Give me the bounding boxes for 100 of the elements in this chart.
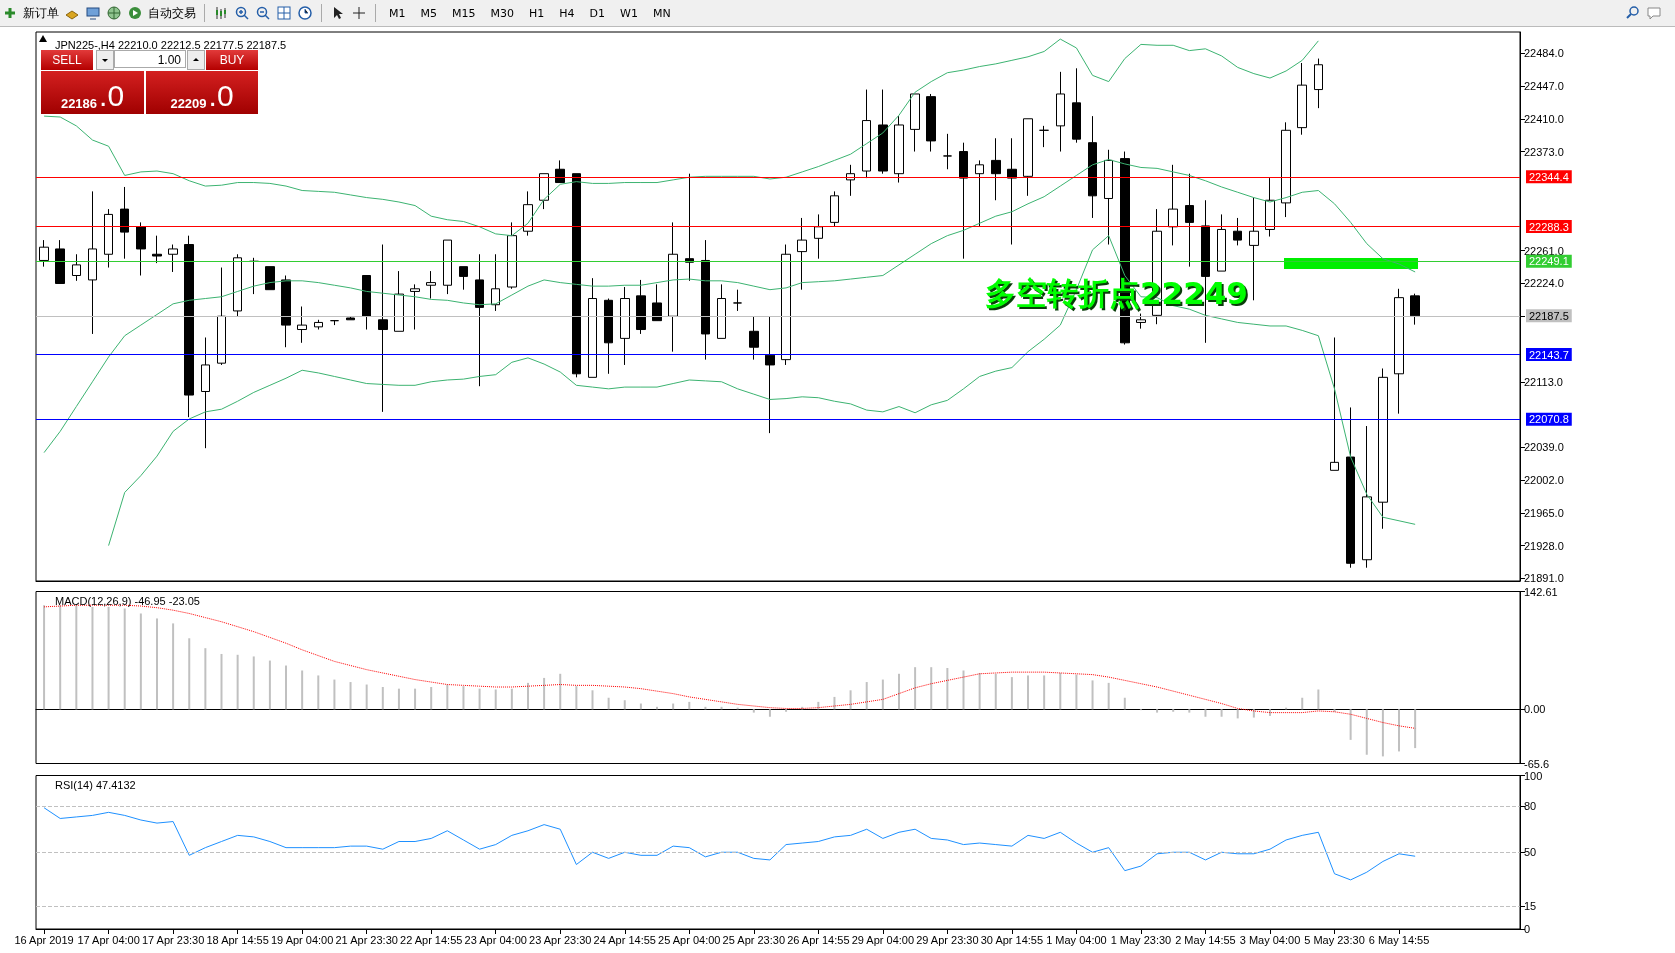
candlestick (555, 159, 565, 184)
y-tick-label: 22373.0 (1524, 145, 1564, 158)
candlestick (733, 289, 742, 312)
bar (462, 686, 465, 710)
y-tick-label: 50 (1524, 846, 1537, 859)
bar (333, 679, 336, 710)
bar (317, 675, 320, 710)
candlestick (685, 173, 694, 282)
bar (559, 673, 562, 710)
candlestick (1281, 121, 1291, 218)
x-tick-label: 29 Apr 23:30 (916, 933, 979, 946)
y-tick-label: 22261.0 (1524, 244, 1564, 257)
candlestick (1330, 336, 1339, 471)
candlestick (394, 270, 404, 332)
candlestick (765, 315, 775, 434)
y-tick-label: 142.61 (1524, 585, 1558, 598)
candlestick (507, 221, 517, 290)
text: M1 (388, 5, 407, 21)
candlestick (281, 275, 291, 348)
x-tick-label: 3 May 04:00 (1239, 933, 1301, 946)
bar (430, 687, 433, 710)
y-tick-label: 21891.0 (1524, 572, 1564, 585)
candlestick (652, 283, 662, 322)
bar (188, 638, 191, 710)
candlestick (72, 253, 81, 282)
candlestick (620, 286, 630, 366)
bar (43, 605, 46, 710)
bar (543, 677, 546, 710)
candlestick (410, 283, 420, 331)
ref-line-label: 22249.1 (1529, 255, 1569, 268)
bar (1027, 675, 1030, 710)
candlestick (749, 315, 759, 361)
x-tick-label: 2 May 14:55 (1175, 933, 1236, 946)
candlestick (1217, 213, 1226, 272)
bar (1059, 672, 1062, 710)
bar (446, 684, 449, 710)
bar (494, 689, 497, 710)
candlestick (1410, 293, 1420, 326)
candlestick (88, 190, 97, 335)
candlestick (668, 221, 678, 353)
candlestick (926, 93, 936, 153)
bar (526, 682, 529, 710)
y-tick-label: -65.6 (1524, 757, 1550, 770)
text: M15 (451, 5, 477, 21)
candlestick (959, 142, 968, 260)
bar (785, 709, 788, 712)
candlestick (1007, 137, 1017, 246)
candlestick (1039, 125, 1049, 148)
candlestick (636, 279, 646, 335)
text: D1 (588, 5, 607, 21)
bar (1236, 709, 1239, 719)
bar (1381, 709, 1384, 757)
x-tick-label: 1 May 04:00 (1046, 933, 1107, 946)
y-tick-label: 0.00 (1524, 703, 1546, 716)
candlestick (426, 270, 436, 300)
candlestick (1394, 288, 1404, 415)
bar (123, 608, 126, 710)
candlestick (1362, 425, 1372, 569)
x-tick-label: 18 Apr 14:55 (206, 933, 269, 946)
candlestick (475, 253, 484, 387)
bar (220, 653, 223, 710)
bar (768, 709, 771, 717)
bar (1398, 709, 1401, 752)
ref-line-label: 22070.8 (1529, 413, 1569, 426)
text: H4 (558, 5, 576, 21)
candlestick (1233, 217, 1242, 246)
bar (381, 687, 384, 710)
price-button: 22186.0 (41, 71, 144, 114)
x-tick-label: 21 Apr 23:30 (335, 933, 398, 946)
candlestick (152, 235, 162, 264)
candlestick (1088, 115, 1097, 219)
x-tick-label: 24 Apr 14:55 (593, 933, 656, 946)
bar (268, 660, 271, 710)
candlestick (1104, 149, 1113, 246)
x-tick-label: 19 Apr 04:00 (270, 933, 334, 946)
candlestick (572, 173, 581, 378)
candlestick (362, 275, 371, 331)
candlestick (1265, 177, 1275, 238)
y-tick-label: 22484.0 (1524, 47, 1564, 60)
bar (865, 682, 868, 710)
bar (75, 605, 78, 710)
candlestick (878, 89, 888, 175)
x-tick-label: 29 Apr 04:00 (851, 933, 915, 946)
ref-line-label: 22344.4 (1529, 170, 1569, 183)
bar (1268, 709, 1271, 716)
bar (897, 673, 900, 710)
bar (946, 668, 949, 710)
text: W1 (619, 5, 639, 21)
x-tick-label: 17 Apr 23:30 (141, 933, 205, 946)
candlestick (991, 137, 1001, 201)
candlestick (1023, 118, 1033, 197)
bar (688, 701, 691, 710)
candlestick (1185, 173, 1194, 268)
bar (1172, 709, 1175, 712)
candlestick (943, 133, 952, 170)
y-tick-label: 22039.0 (1524, 441, 1564, 454)
x-tick-label: 1 May 23:30 (1110, 933, 1172, 946)
candlestick (136, 221, 146, 277)
candlestick (797, 217, 807, 291)
text: 新订单 (23, 4, 59, 22)
